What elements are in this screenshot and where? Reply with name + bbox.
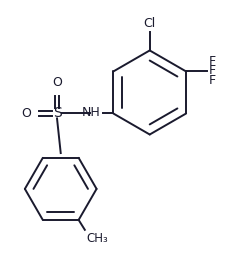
Text: CH₃: CH₃ [86,232,108,245]
Text: F: F [209,64,216,77]
Text: S: S [53,107,62,121]
Text: NH: NH [82,106,101,119]
Text: F: F [209,74,216,87]
Text: F: F [209,55,216,68]
Text: O: O [21,107,31,120]
Text: Cl: Cl [144,17,156,30]
Text: O: O [52,76,62,89]
